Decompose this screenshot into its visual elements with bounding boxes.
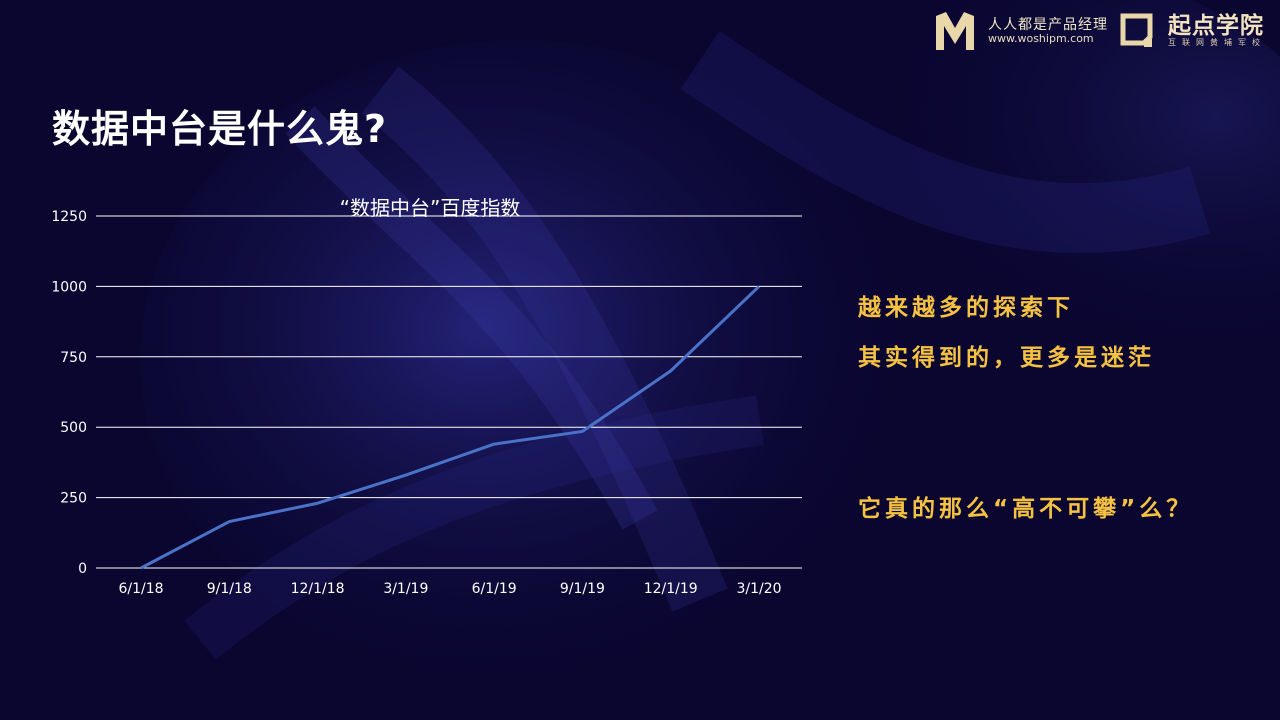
qidian-logo-text: 起点学院 互联网黄埔军校	[1168, 12, 1266, 48]
logo2-name: 起点学院	[1168, 12, 1264, 39]
y-tick-label: 250	[60, 491, 87, 507]
y-tick-label: 1250	[51, 209, 87, 225]
x-axis-ticks: 6/1/18 9/1/18 12/1/18 3/1/19 6/1/19 9/1/19 12/…	[118, 581, 781, 597]
side-text-line3: 它真的那么“高不可攀”么？	[858, 496, 1194, 522]
x-tick-label: 3/1/20	[736, 581, 781, 597]
series-line	[140, 285, 761, 570]
page-title: 数据中台是什么鬼?	[52, 107, 388, 151]
x-tick-label: 6/1/19	[472, 581, 517, 597]
side-text-line2: 其实得到的，更多是迷茫	[858, 345, 1155, 371]
y-tick-label: 750	[60, 350, 87, 366]
x-tick-label: 9/1/19	[560, 581, 605, 597]
qidian-logo-icon	[1120, 13, 1153, 47]
logo1-url: www.woshipm.com	[988, 31, 1094, 45]
chart-series	[140, 285, 761, 570]
logo2-sub: 互联网黄埔军校	[1168, 38, 1266, 48]
x-tick-label: 12/1/19	[644, 581, 698, 597]
x-tick-label: 3/1/19	[383, 581, 428, 597]
woshipm-logo-text: 人人都是产品经理 www.woshipm.com	[988, 17, 1108, 46]
x-tick-label: 12/1/18	[291, 581, 345, 597]
logo1-name: 人人都是产品经理	[988, 16, 1108, 33]
y-tick-label: 0	[78, 561, 87, 577]
y-tick-label: 500	[60, 420, 87, 436]
y-tick-label: 1000	[51, 279, 87, 295]
x-tick-label: 9/1/18	[207, 581, 252, 597]
side-text-line1: 越来越多的探索下	[858, 295, 1074, 321]
y-axis-ticks: 0 250 500 750 1000 1250	[51, 209, 87, 577]
brand-logos: 人人都是产品经理 www.woshipm.com 起点学院 互联网黄埔军校	[934, 8, 1266, 54]
woshipm-logo-icon	[936, 12, 974, 50]
chart-gridlines	[96, 215, 802, 569]
x-tick-label: 6/1/18	[118, 581, 163, 597]
